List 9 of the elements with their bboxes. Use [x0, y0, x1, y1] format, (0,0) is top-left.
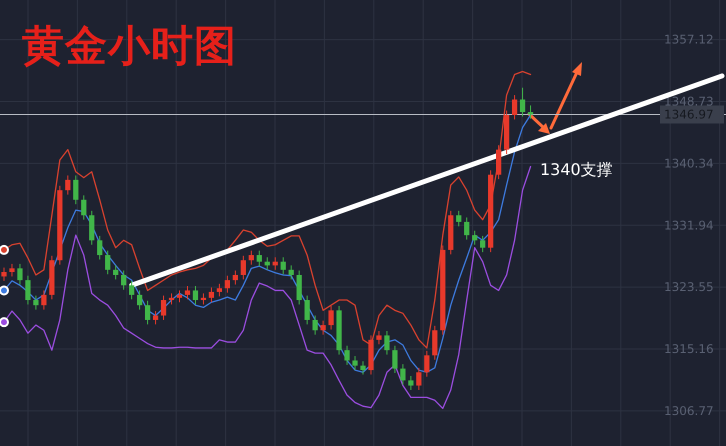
y-tick-label: 1357.12 — [664, 32, 714, 47]
annotation: 1340支撑 — [540, 160, 613, 181]
text: 黄金小时图 — [22, 20, 237, 72]
y-tick-label: 1315.16 — [664, 342, 714, 356]
y-tick-label: 1331.94 — [664, 218, 714, 232]
y-tick-label: 1340.34 — [664, 156, 714, 170]
y-tick-label: 1306.77 — [664, 404, 714, 418]
y-tick-label: 1323.55 — [664, 280, 714, 294]
y-tick-label: 1348.73 — [664, 94, 714, 109]
